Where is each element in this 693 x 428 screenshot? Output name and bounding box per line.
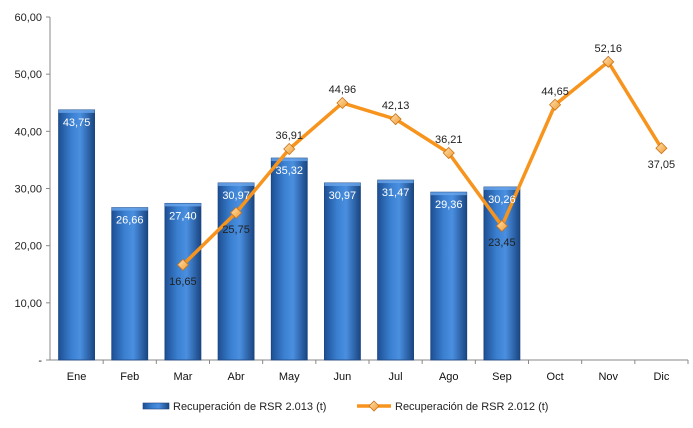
legend-label-2013: Recuperación de RSR 2.013 (t) — [173, 401, 326, 413]
line-data-label: 25,75 — [222, 224, 250, 236]
line-path — [181, 60, 663, 267]
bar-top-highlight — [218, 182, 255, 186]
bar — [324, 182, 361, 361]
bar-top-highlight — [111, 207, 148, 211]
legend-swatch-bar — [142, 402, 170, 410]
y-tick-label: 10,00 — [14, 298, 42, 310]
legend-marker — [368, 400, 380, 412]
line-marker — [283, 142, 296, 156]
bar-top-highlight — [324, 182, 361, 186]
bar-top-highlight — [430, 192, 467, 196]
x-tick-label: Mar — [173, 371, 192, 383]
y-tick-label: 20,00 — [14, 241, 42, 253]
line-marker — [442, 146, 455, 160]
x-tick-label: Feb — [120, 371, 139, 383]
line-data-label: 52,16 — [594, 43, 622, 55]
line-series — [176, 55, 668, 271]
line-data-label: 44,65 — [541, 86, 569, 98]
bar — [377, 179, 414, 361]
y-tick-label: 40,00 — [14, 126, 42, 138]
bar — [111, 207, 149, 361]
bar-data-label: 30,97 — [222, 190, 250, 202]
bar-top-highlight — [483, 187, 520, 191]
x-tick-label: Jul — [389, 371, 403, 383]
bar-top-highlight — [58, 109, 95, 113]
x-tick-label: Dic — [653, 371, 669, 383]
bar — [270, 157, 308, 361]
line-marker — [655, 142, 668, 155]
line-marker — [549, 98, 562, 111]
line-marker — [176, 258, 189, 271]
bar — [58, 109, 95, 361]
bar-data-label: 31,47 — [382, 187, 410, 199]
bar-top-highlight — [271, 158, 308, 162]
y-tick-label: 60,00 — [14, 12, 42, 24]
y-tick-label: 30,00 — [14, 184, 42, 196]
line-data-label: 16,65 — [169, 276, 197, 288]
legend-label-2012: Recuperación de RSR 2.012 (t) — [395, 401, 548, 413]
x-tick-label: May — [279, 371, 300, 383]
axes: - 10,00 20,00 30,00 40,00 50,00 60,00 Ene Feb Mar… — [14, 12, 689, 383]
bar-data-label: 29,36 — [435, 199, 463, 211]
line-marker — [389, 113, 402, 126]
bar-data-label: 43,75 — [63, 117, 91, 129]
bar — [430, 191, 468, 361]
bar-data-label: 30,97 — [329, 190, 357, 202]
line-data-label: 44,96 — [329, 84, 357, 96]
x-tick-label: Jun — [334, 371, 352, 383]
x-tick-label: Ago — [439, 371, 459, 383]
bar-top-highlight — [377, 180, 414, 184]
bar-data-label: 27,40 — [169, 210, 197, 222]
line-data-label: 36,21 — [435, 134, 463, 146]
y-tick-label: 50,00 — [14, 69, 42, 81]
line-data-label: 23,45 — [488, 237, 516, 249]
legend: Recuperación de RSR 2.013 (t) Recuperació… — [142, 400, 548, 413]
x-tick-label: Sep — [492, 371, 512, 383]
line-data-label: 42,13 — [382, 100, 410, 112]
line-data-label: 37,05 — [648, 159, 676, 171]
bar-series — [58, 109, 521, 361]
x-tick-label: Abr — [228, 371, 245, 383]
bar-data-label: 30,26 — [488, 194, 516, 206]
x-tick-label: Ene — [67, 371, 87, 383]
line-marker — [336, 96, 349, 110]
line-data-label: 36,91 — [275, 130, 303, 142]
bar — [483, 186, 521, 361]
bar-data-label: 35,32 — [275, 165, 303, 177]
x-tick-label: Oct — [547, 371, 564, 383]
data-labels: 43,75 26,66 27,40 30,97 35,32 30,97 31,47 29,36… — [63, 43, 675, 288]
line-marker — [495, 219, 508, 233]
x-tick-label: Nov — [598, 371, 618, 383]
line-marker — [230, 206, 243, 219]
y-tick-label: - — [38, 355, 42, 367]
bar — [164, 202, 202, 361]
bar-data-label: 26,66 — [116, 215, 144, 227]
bar-top-highlight — [164, 203, 201, 207]
line-marker — [602, 55, 615, 68]
